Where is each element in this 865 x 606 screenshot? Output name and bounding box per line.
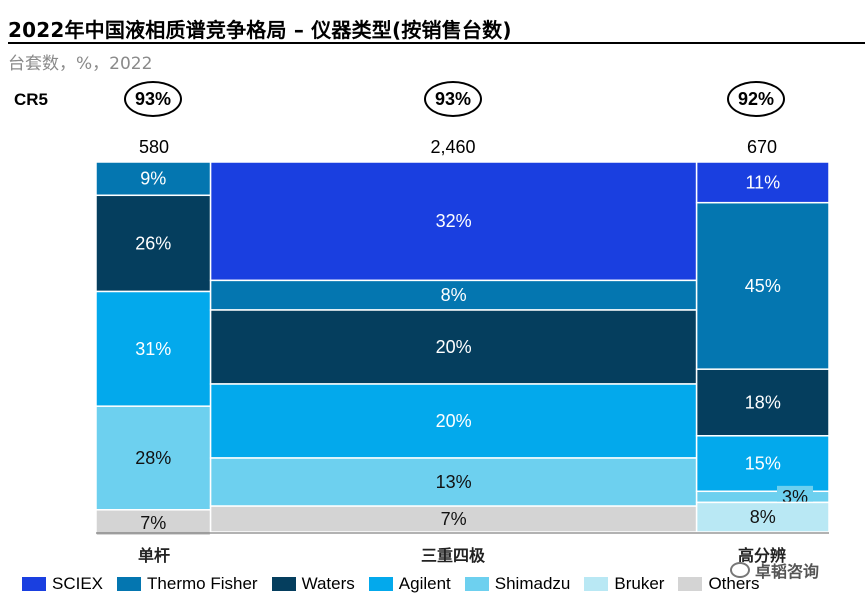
segment-label-high-res-thermo-fisher: 45%: [745, 276, 781, 296]
segment-label-triple-quad-agilent: 20%: [436, 411, 472, 431]
legend-swatch: [271, 577, 296, 591]
segment-label-triple-quad-others: 7%: [441, 509, 467, 529]
legend-swatch: [22, 577, 46, 591]
title-underline: [8, 42, 865, 44]
chart-legend: SCIEX Thermo Fisher Waters Agilent Shimadzu B…: [22, 574, 773, 594]
category-label-high-res: 高分辨: [737, 546, 786, 565]
legend-label: Thermo Fisher: [147, 574, 258, 593]
legend-swatch: [584, 577, 609, 591]
bar-segment-high-res-bruker: [695, 501, 830, 533]
legend-item-thermo-fisher: Thermo Fisher: [117, 574, 258, 594]
legend-swatch: [464, 577, 489, 591]
bar-segment-single-quad-waters: [95, 194, 212, 293]
legend-item-agilent: Agilent: [368, 574, 451, 594]
cr5-badge-single-quad: 93%: [124, 81, 182, 117]
legend-item-sciex: SCIEX: [22, 574, 103, 594]
legend-label: Bruker: [614, 574, 665, 593]
bar-segment-triple-quad-sciex: [209, 161, 698, 282]
segment-label-triple-quad-waters: 20%: [436, 337, 472, 357]
legend-swatch: [678, 577, 703, 591]
legend-label: SCIEX: [52, 574, 104, 593]
legend-item-bruker: Bruker: [584, 574, 664, 594]
bar-segment-triple-quad-waters: [209, 309, 698, 385]
bar-segment-single-quad-others: [95, 509, 212, 537]
segment-label-single-quad-waters: 26%: [135, 233, 171, 253]
bar-segment-high-res-waters: [695, 368, 830, 437]
legend-label: Waters: [301, 574, 355, 593]
legend-item-others: Others: [678, 574, 759, 594]
segment-label-single-quad-thermo-fisher: 9%: [140, 169, 166, 189]
legend-swatch: [368, 577, 393, 591]
segment-label-high-res-agilent: 15%: [745, 454, 781, 474]
chart-title: 2022年中国液相质谱竞争格局 – 仪器类型(按销售台数): [8, 18, 512, 42]
chart-subtitle: 台套数，%，2022: [8, 54, 153, 74]
watermark: 卓韬咨询: [730, 558, 819, 582]
cr5-badge-triple-quad: 93%: [424, 81, 482, 117]
bar-segment-triple-quad-shimadzu: [209, 457, 698, 507]
total-triple-quad: 2,460: [430, 137, 476, 157]
segment-label-single-quad-agilent: 31%: [135, 339, 171, 359]
bar-segment-high-res-agilent: [695, 435, 830, 493]
segment-label-triple-quad-thermo-fisher: 8%: [441, 285, 467, 305]
legend-item-waters: Waters: [271, 574, 355, 594]
segment-label-high-res-bruker: 8%: [750, 507, 776, 527]
bar-segment-triple-quad-agilent: [209, 383, 698, 459]
bar-segment-triple-quad-others: [209, 505, 698, 533]
legend-label: Agilent: [398, 574, 451, 593]
bar-segment-triple-quad-thermo-fisher: [209, 279, 698, 311]
segment-label-high-res-waters: 18%: [745, 393, 781, 413]
total-single-quad: 580: [138, 137, 170, 157]
legend-item-shimadzu: Shimadzu: [464, 574, 571, 594]
total-high-res: 670: [746, 137, 778, 157]
category-label-single-quad: 单杆: [137, 546, 170, 565]
segment-label-triple-quad-shimadzu: 13%: [436, 472, 472, 492]
cr5-label: CR5: [14, 90, 49, 109]
wechat-icon: [730, 562, 750, 578]
legend-label: Shimadzu: [494, 574, 571, 593]
segment-label-triple-quad-sciex: 32%: [436, 211, 472, 231]
watermark-text: 卓韬咨询: [755, 562, 820, 581]
legend-swatch: [117, 577, 142, 591]
segment-label-single-quad-others: 7%: [140, 513, 166, 533]
legend-label: Others: [708, 574, 760, 593]
segment-label-high-res-sciex: 11%: [745, 172, 780, 192]
segment-label-single-quad-shimadzu: 28%: [135, 448, 171, 468]
cr5-badge-high-res: 92%: [727, 81, 785, 117]
category-label-triple-quad: 三重四极: [420, 546, 485, 565]
